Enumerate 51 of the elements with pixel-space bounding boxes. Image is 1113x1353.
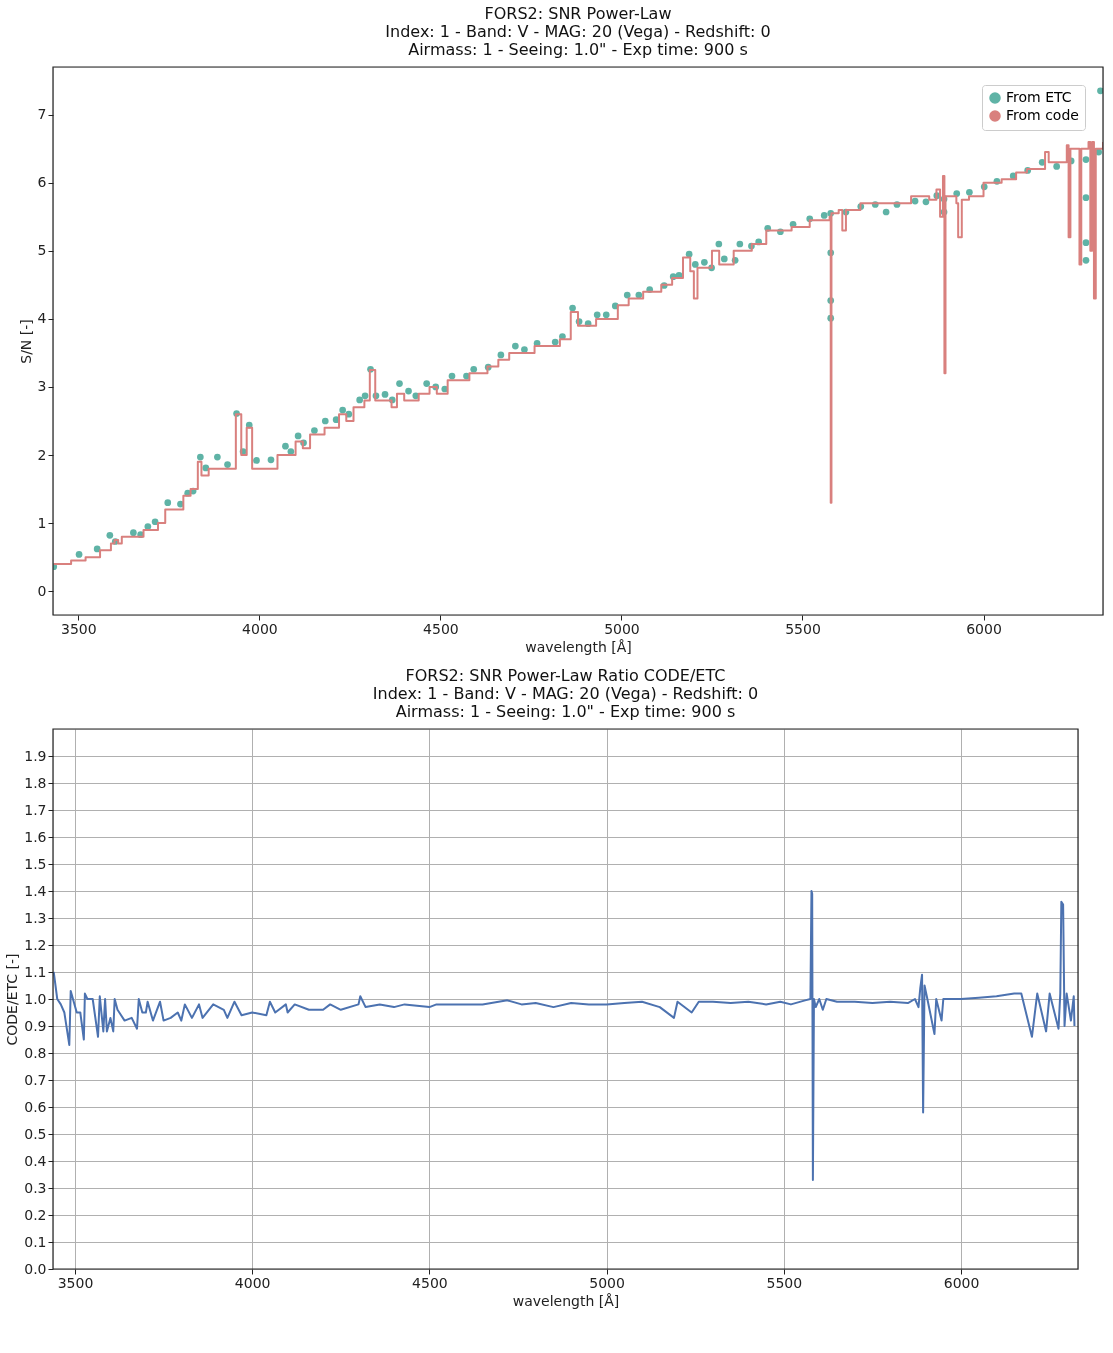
chart-title: FORS2: SNR Power-Law <box>484 4 672 24</box>
line-series <box>53 890 1076 1181</box>
y-tick-label: 5 <box>37 242 47 259</box>
y-tick-label: 0.6 <box>24 1098 47 1115</box>
y-tick-label: 1.1 <box>24 963 47 980</box>
x-tick-label: 3500 <box>57 1274 94 1291</box>
x-tick-label: 6000 <box>966 620 1002 637</box>
y-tick-label: 1.7 <box>24 801 47 818</box>
y-tick-label: 0.7 <box>24 1071 47 1088</box>
y-tick-label: 1.8 <box>24 774 47 791</box>
y-tick-label: 1.2 <box>24 936 47 953</box>
y-axis-title: S/N [-] <box>17 319 34 364</box>
y-tick-label: 0 <box>37 582 47 599</box>
y-tick-label: 1.0 <box>24 990 47 1007</box>
y-tick-label: 0.1 <box>24 1233 47 1250</box>
x-tick-label: 4500 <box>423 620 459 637</box>
y-axis-title: CODE/ETC [-] <box>4 953 21 1046</box>
x-axis-title: wavelength [Å] <box>512 1292 620 1309</box>
x-tick-label: 5000 <box>589 1274 625 1291</box>
x-axis-title: wavelength [Å] <box>525 638 632 655</box>
y-tick-label: 1.6 <box>24 828 47 845</box>
y-tick-label: 0.0 <box>24 1260 47 1277</box>
y-tick-label: 0.3 <box>24 1179 47 1196</box>
y-tick-label: 0.2 <box>24 1206 47 1223</box>
x-tick-label: 5500 <box>785 620 821 637</box>
x-tick-label: 3500 <box>61 620 97 637</box>
x-tick-label: 4500 <box>412 1274 448 1291</box>
x-tick-label: 4000 <box>234 1274 271 1291</box>
y-tick-label: 1.3 <box>24 909 47 926</box>
y-tick-label: 6 <box>37 174 47 191</box>
legend-label: From ETC <box>1006 89 1072 105</box>
y-tick-label: 3 <box>37 378 47 395</box>
y-tick-label: 4 <box>37 310 47 327</box>
y-tick-label: 1.5 <box>24 855 47 872</box>
y-tick-label: 7 <box>37 106 47 123</box>
x-tick-label: 5500 <box>766 1274 803 1291</box>
y-tick-label: 1.9 <box>24 747 47 764</box>
chart-title: FORS2: SNR Power-Law Ratio CODE/ETC <box>405 666 726 686</box>
x-tick-label: 4000 <box>242 620 278 637</box>
x-tick-label: 6000 <box>943 1274 980 1291</box>
chart-subtitle: Index: 1 - Band: V - MAG: 20 (Vega) - Redshift: 0 Airmass: 1 - Seeing: 1.0" - Exp time: 900 s <box>385 22 771 60</box>
y-tick-label: 0.9 <box>24 1017 47 1034</box>
y-tick-label: 0.4 <box>24 1152 47 1169</box>
x-tick-label: 5000 <box>604 620 640 637</box>
y-tick-label: 2 <box>37 446 47 463</box>
y-tick-label: 0.8 <box>24 1044 47 1061</box>
chart-subtitle: Index: 1 - Band: V - MAG: 20 (Vega) - Redshift: 0 Airmass: 1 - Seeing: 1.0" - Exp time: 900 s <box>372 684 759 722</box>
y-tick-label: 1 <box>37 514 47 531</box>
y-tick-label: 1.4 <box>24 882 47 899</box>
legend-label: From code <box>1006 107 1079 123</box>
y-tick-label: 0.5 <box>24 1125 47 1142</box>
